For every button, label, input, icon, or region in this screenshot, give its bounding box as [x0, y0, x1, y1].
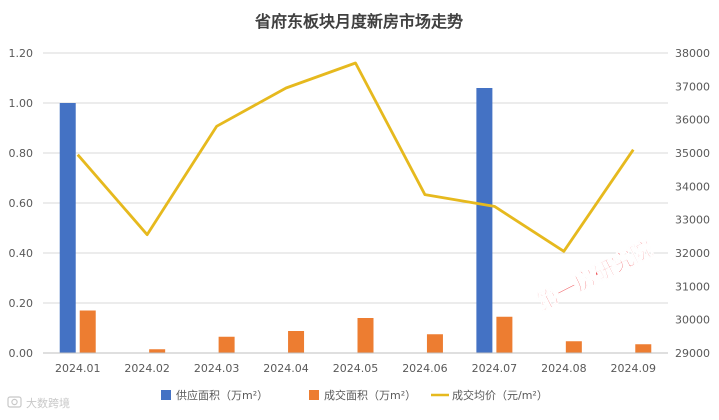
y-right-tick-label: 30000 [675, 314, 710, 327]
y-right-tick-label: 38000 [675, 47, 710, 60]
y-right-tick-label: 31000 [675, 280, 710, 293]
y-right-tick-label: 29000 [675, 347, 710, 360]
bar-transaction [566, 341, 582, 353]
bar-transaction [427, 334, 443, 353]
x-tick-label: 2024.08 [541, 362, 587, 375]
y-axis-left: 0.00 0.20 0.40 0.60 0.80 1.00 1.20 [9, 47, 34, 360]
x-tick-label: 2024.01 [55, 362, 101, 375]
bar-transaction [80, 311, 96, 354]
bar-supply [60, 103, 76, 353]
y-right-tick-label: 32000 [675, 247, 710, 260]
y-axis-right: 29000 30000 31000 32000 33000 34000 35000 36000… [675, 47, 710, 360]
y-right-tick-label: 34000 [675, 180, 710, 193]
gridlines [43, 53, 668, 353]
legend: 供应面积（万m²） 成交面积（万m²） 成交均价（元/m²） [161, 388, 548, 402]
legend-supply-swatch [161, 390, 171, 400]
bar-transaction [496, 317, 512, 353]
chart-title: 省府东板块月度新房市场走势 [254, 12, 463, 31]
x-tick-label: 2024.02 [124, 362, 170, 375]
legend-avg-price-label: 成交均价（元/m²） [452, 388, 548, 402]
y-right-tick-label: 33000 [675, 214, 710, 227]
x-tick-label: 2024.06 [402, 362, 448, 375]
x-tick-label: 2024.05 [333, 362, 379, 375]
x-tick-label: 2024.07 [472, 362, 518, 375]
y-right-tick-label: 37000 [675, 80, 710, 93]
y-left-tick-label: 0.40 [9, 247, 34, 260]
bar-transaction [219, 337, 235, 353]
line-avg-price [78, 63, 634, 251]
bar-transaction [358, 318, 374, 353]
x-tick-label: 2024.04 [263, 362, 309, 375]
camera-icon [8, 397, 21, 407]
y-right-tick-label: 35000 [675, 147, 710, 160]
footer-logo-text: 大数跨境 [26, 396, 70, 410]
y-right-tick-label: 36000 [675, 114, 710, 127]
y-left-tick-label: 1.00 [9, 97, 34, 110]
y-left-tick-label: 0.00 [9, 347, 34, 360]
y-left-tick-label: 0.80 [9, 147, 34, 160]
x-axis: 2024.01 2024.02 2024.03 2024.04 2024.05 2024.… [43, 353, 668, 375]
x-tick-label: 2024.09 [611, 362, 657, 375]
bar-transaction [288, 331, 304, 353]
legend-transaction-label: 成交面积（万m²） [324, 388, 416, 402]
x-tick-label: 2024.03 [194, 362, 240, 375]
legend-transaction-swatch [309, 390, 319, 400]
bar-transaction [635, 344, 651, 353]
line-series [78, 63, 634, 252]
bar-series [60, 88, 652, 353]
bar-transaction [149, 349, 165, 353]
y-left-tick-label: 0.20 [9, 297, 34, 310]
legend-supply-label: 供应面积（万m²） [176, 388, 268, 402]
footer-logo: 大数跨境 [8, 396, 70, 410]
y-left-tick-label: 1.20 [9, 47, 34, 60]
y-left-tick-label: 0.60 [9, 197, 34, 210]
bar-supply [476, 88, 492, 353]
